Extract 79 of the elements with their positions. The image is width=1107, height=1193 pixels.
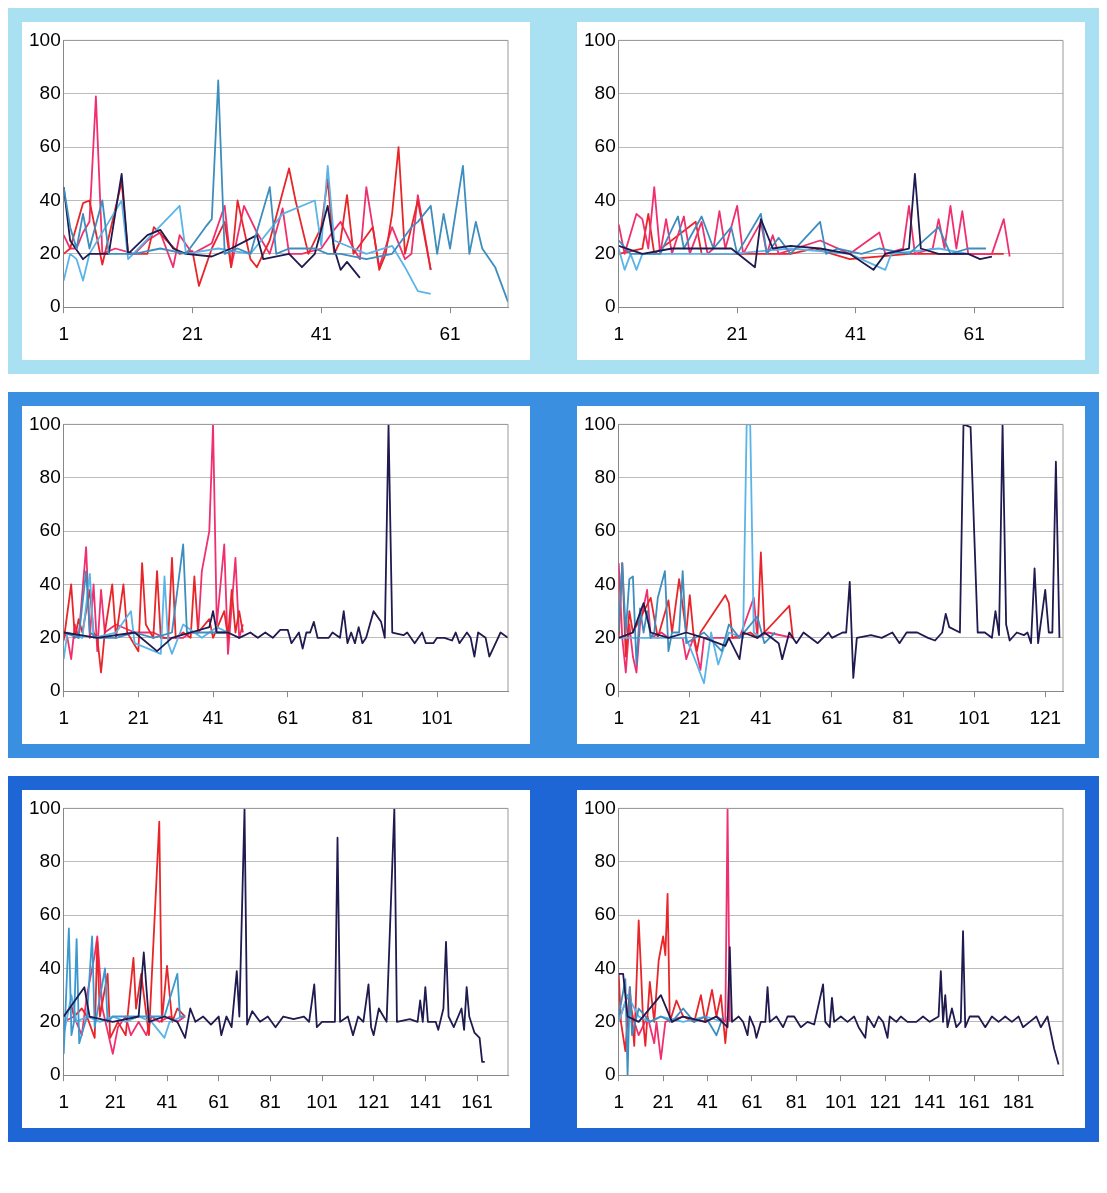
- x-tick-label: 121: [1029, 706, 1062, 728]
- x-tick-label: 101: [825, 1090, 857, 1112]
- y-tick-label: 100: [29, 412, 61, 434]
- y-tick-label: 40: [594, 188, 616, 210]
- y-tick-label: 20: [39, 242, 61, 264]
- y-tick-label: 0: [50, 679, 61, 701]
- y-tick-label: 20: [594, 626, 616, 648]
- x-tick-label: 41: [750, 706, 772, 728]
- y-tick-label: 80: [594, 465, 616, 487]
- y-tick-label: 100: [584, 412, 616, 434]
- x-tick-label: 81: [785, 1090, 807, 1112]
- x-tick-label: 41: [696, 1090, 719, 1112]
- x-tick-label: 1: [613, 1090, 624, 1112]
- y-tick-label: 60: [594, 519, 616, 541]
- y-tick-label: 60: [594, 903, 616, 925]
- x-tick-label: 21: [181, 322, 204, 344]
- x-tick-label: 141: [913, 1090, 946, 1112]
- y-tick-label: 0: [50, 1063, 61, 1085]
- x-tick-label: 101: [421, 706, 453, 728]
- x-tick-label: 41: [310, 322, 332, 344]
- x-tick-label: 21: [127, 706, 149, 728]
- y-tick-label: 80: [39, 81, 61, 103]
- x-tick-label: 61: [741, 1090, 763, 1112]
- x-tick-label: 61: [963, 322, 985, 344]
- x-tick-label: 21: [679, 706, 701, 728]
- y-tick-label: 20: [39, 1010, 61, 1032]
- x-tick-label: 141: [409, 1090, 442, 1112]
- frame: 1 21 41 61 81 101 0 20 40 60 80 100 1 21 41 61 81 101 121 0 20 40 60 80 100: [8, 392, 1099, 758]
- y-tick-label: 40: [39, 956, 61, 978]
- y-tick-label: 20: [39, 626, 61, 648]
- x-tick-label: 41: [156, 1090, 178, 1112]
- y-tick-label: 40: [39, 572, 61, 594]
- x-tick-label: 1: [58, 322, 69, 344]
- y-tick-label: 40: [594, 572, 616, 594]
- y-tick-label: 20: [594, 1010, 616, 1032]
- x-tick-label: 161: [958, 1090, 990, 1112]
- x-tick-label: 81: [351, 706, 373, 728]
- y-tick-label: 40: [39, 188, 61, 210]
- x-tick-label: 161: [461, 1090, 493, 1112]
- y-tick-label: 60: [594, 135, 616, 157]
- y-tick-label: 0: [605, 679, 616, 701]
- x-tick-label: 41: [845, 322, 867, 344]
- y-tick-label: 80: [594, 849, 616, 871]
- x-tick-label: 1: [613, 706, 624, 728]
- y-tick-label: 0: [605, 295, 616, 317]
- x-tick-label: 81: [892, 706, 914, 728]
- x-tick-label: 81: [259, 1090, 281, 1112]
- y-tick-label: 0: [50, 295, 61, 317]
- y-tick-label: 100: [584, 796, 616, 818]
- x-tick-label: 1: [58, 706, 69, 728]
- y-tick-label: 60: [39, 903, 61, 925]
- y-tick-label: 0: [605, 1063, 616, 1085]
- frame: 1 21 41 61 81 101 121 141 161 0 20 40 60 80 100 1 21 41 61 81 101 121 141 161 181 0 20 40 60 80 100: [8, 776, 1099, 1142]
- x-tick-label: 1: [58, 1090, 69, 1112]
- frame: 1 21 41 61 0 20 40 60 80 100 1 21 41 61 0 20 40 60 80 100: [8, 8, 1099, 374]
- x-tick-label: 61: [277, 706, 299, 728]
- x-tick-label: 61: [208, 1090, 230, 1112]
- y-tick-label: 80: [594, 81, 616, 103]
- x-tick-label: 21: [652, 1090, 674, 1112]
- x-tick-label: 121: [869, 1090, 902, 1112]
- y-tick-label: 100: [584, 28, 616, 50]
- x-tick-label: 21: [726, 322, 748, 344]
- x-tick-label: 121: [357, 1090, 390, 1112]
- y-tick-label: 80: [39, 849, 61, 871]
- y-tick-label: 80: [39, 465, 61, 487]
- x-tick-label: 181: [1002, 1090, 1035, 1112]
- y-tick-label: 40: [594, 956, 616, 978]
- x-tick-label: 61: [439, 322, 461, 344]
- x-tick-label: 101: [958, 706, 990, 728]
- y-tick-label: 20: [594, 242, 616, 264]
- x-tick-label: 61: [821, 706, 843, 728]
- x-tick-label: 101: [306, 1090, 338, 1112]
- x-tick-label: 21: [104, 1090, 126, 1112]
- x-tick-label: 41: [202, 706, 224, 728]
- y-tick-label: 60: [39, 135, 61, 157]
- y-tick-label: 100: [29, 28, 61, 50]
- x-tick-label: 1: [613, 322, 624, 344]
- y-tick-label: 100: [29, 796, 61, 818]
- y-tick-label: 60: [39, 519, 61, 541]
